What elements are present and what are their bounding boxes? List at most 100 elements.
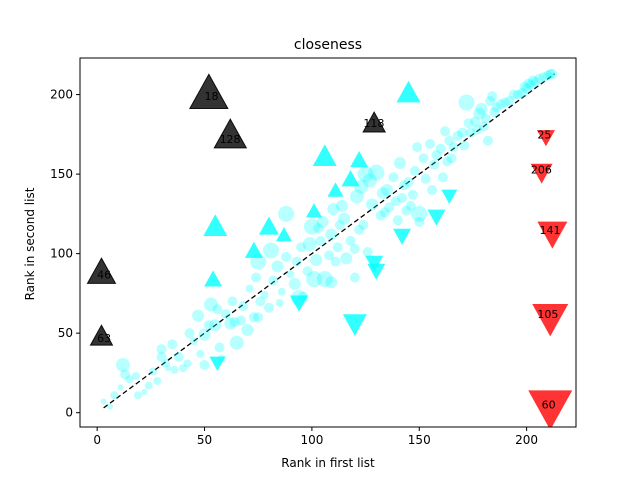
- data-point-circle: [500, 97, 511, 108]
- data-point-circle: [397, 192, 408, 203]
- data-point-circle: [306, 271, 323, 288]
- data-point-circle: [388, 172, 399, 183]
- data-point-circle: [302, 237, 317, 252]
- data-point-circle: [482, 135, 493, 146]
- data-point-circle: [100, 398, 107, 405]
- data-point-triangle-up: [213, 118, 248, 149]
- data-point-circle: [332, 242, 343, 253]
- data-point-circle: [120, 369, 131, 380]
- data-point-circle: [110, 391, 119, 400]
- plot-marks: 18 128 118 46 63 25 206 141 105 60: [86, 68, 573, 427]
- data-point-circle: [513, 89, 524, 100]
- data-point-circle: [414, 216, 425, 227]
- data-point-circle: [478, 121, 489, 132]
- data-point-circle: [381, 184, 394, 197]
- data-point-triangle-down: [393, 228, 412, 245]
- x-tick-label: 200: [515, 433, 538, 447]
- data-point-circle: [229, 335, 244, 350]
- data-point-circle: [165, 365, 172, 372]
- data-point-circle: [418, 153, 429, 164]
- data-point-circle: [271, 260, 284, 273]
- data-point-circle: [125, 375, 134, 384]
- data-point-circle: [525, 80, 536, 91]
- data-point-triangle-up: [341, 170, 360, 187]
- data-point-circle: [291, 256, 302, 267]
- data-point-circle: [133, 391, 142, 400]
- data-point-circle: [440, 126, 451, 137]
- data-point-circle: [517, 87, 528, 98]
- data-point-circle: [335, 199, 348, 212]
- data-point-circle: [131, 372, 140, 381]
- data-point-triangle-down: [530, 163, 553, 184]
- data-point-circle: [444, 135, 455, 146]
- data-point-circle: [115, 357, 130, 372]
- data-point-triangle-up: [306, 203, 323, 218]
- data-point-triangle-up: [203, 214, 228, 236]
- data-point-circle: [173, 352, 184, 363]
- y-tick-label: 100: [50, 247, 73, 261]
- data-point-circle: [149, 367, 158, 376]
- data-point-circle: [475, 102, 488, 115]
- data-point-circle: [521, 83, 532, 94]
- data-point-triangle-down: [528, 390, 573, 427]
- data-point-circle: [459, 140, 470, 151]
- data-point-triangle-up: [350, 151, 369, 168]
- data-point-circle: [325, 228, 338, 241]
- data-point-circle: [189, 337, 198, 346]
- data-point-circle: [543, 70, 554, 81]
- data-point-circle: [357, 166, 374, 183]
- data-point-circle: [221, 309, 232, 320]
- data-point-circle: [530, 76, 541, 87]
- point-annotation: 105: [537, 308, 558, 321]
- data-point-circle: [255, 296, 266, 307]
- data-point-circle: [534, 73, 545, 84]
- data-point-circle: [281, 251, 292, 262]
- data-point-triangle-up: [89, 324, 114, 346]
- axes: 0 50 100 150 200 0 50 100 150 200: [50, 57, 577, 447]
- data-point-circle: [170, 365, 179, 374]
- data-point-circle: [437, 172, 448, 183]
- data-point-triangle-down: [536, 130, 555, 147]
- point-annotation: 18: [205, 90, 219, 103]
- data-point-circle: [487, 91, 498, 102]
- data-point-circle: [192, 309, 205, 322]
- data-point-circle: [354, 224, 365, 235]
- data-point-triangle-up: [312, 144, 337, 167]
- data-point-circle: [442, 156, 453, 167]
- data-point-triangle-up: [244, 241, 263, 258]
- data-point-circle: [277, 287, 286, 296]
- data-point-circle: [313, 223, 324, 234]
- data-point-triangle-up: [327, 182, 344, 197]
- data-point-circle: [153, 376, 162, 385]
- data-point-circle: [156, 352, 167, 363]
- data-point-circle: [376, 187, 389, 200]
- data-point-circle: [212, 304, 223, 315]
- data-point-circle: [349, 189, 364, 204]
- data-point-triangle-down: [537, 221, 568, 249]
- point-annotation: 46: [97, 268, 111, 281]
- data-point-circle: [401, 205, 412, 216]
- data-point-triangle-up: [86, 257, 117, 284]
- point-annotation: 128: [220, 133, 241, 146]
- axes-frame: [79, 57, 577, 428]
- point-annotation: 63: [97, 332, 111, 345]
- data-point-circle: [519, 81, 530, 92]
- data-point-circle: [448, 142, 459, 153]
- data-point-circle: [203, 320, 214, 331]
- data-point-circle: [260, 290, 269, 299]
- data-point-triangle-down: [532, 303, 569, 337]
- data-point-circle: [275, 298, 284, 307]
- data-point-circle: [545, 68, 556, 79]
- data-point-triangle-down: [342, 314, 367, 336]
- data-point-circle: [368, 164, 385, 181]
- y-axis-label: Rank in second list: [23, 187, 37, 300]
- data-point-circle: [427, 185, 438, 196]
- data-point-triangle-down: [290, 295, 309, 312]
- data-point-circle: [330, 256, 341, 267]
- data-point-circle: [107, 403, 114, 410]
- data-point-circle: [405, 200, 416, 211]
- data-point-circle: [303, 218, 320, 235]
- data-point-circle: [508, 89, 519, 100]
- data-point-circle: [310, 253, 323, 266]
